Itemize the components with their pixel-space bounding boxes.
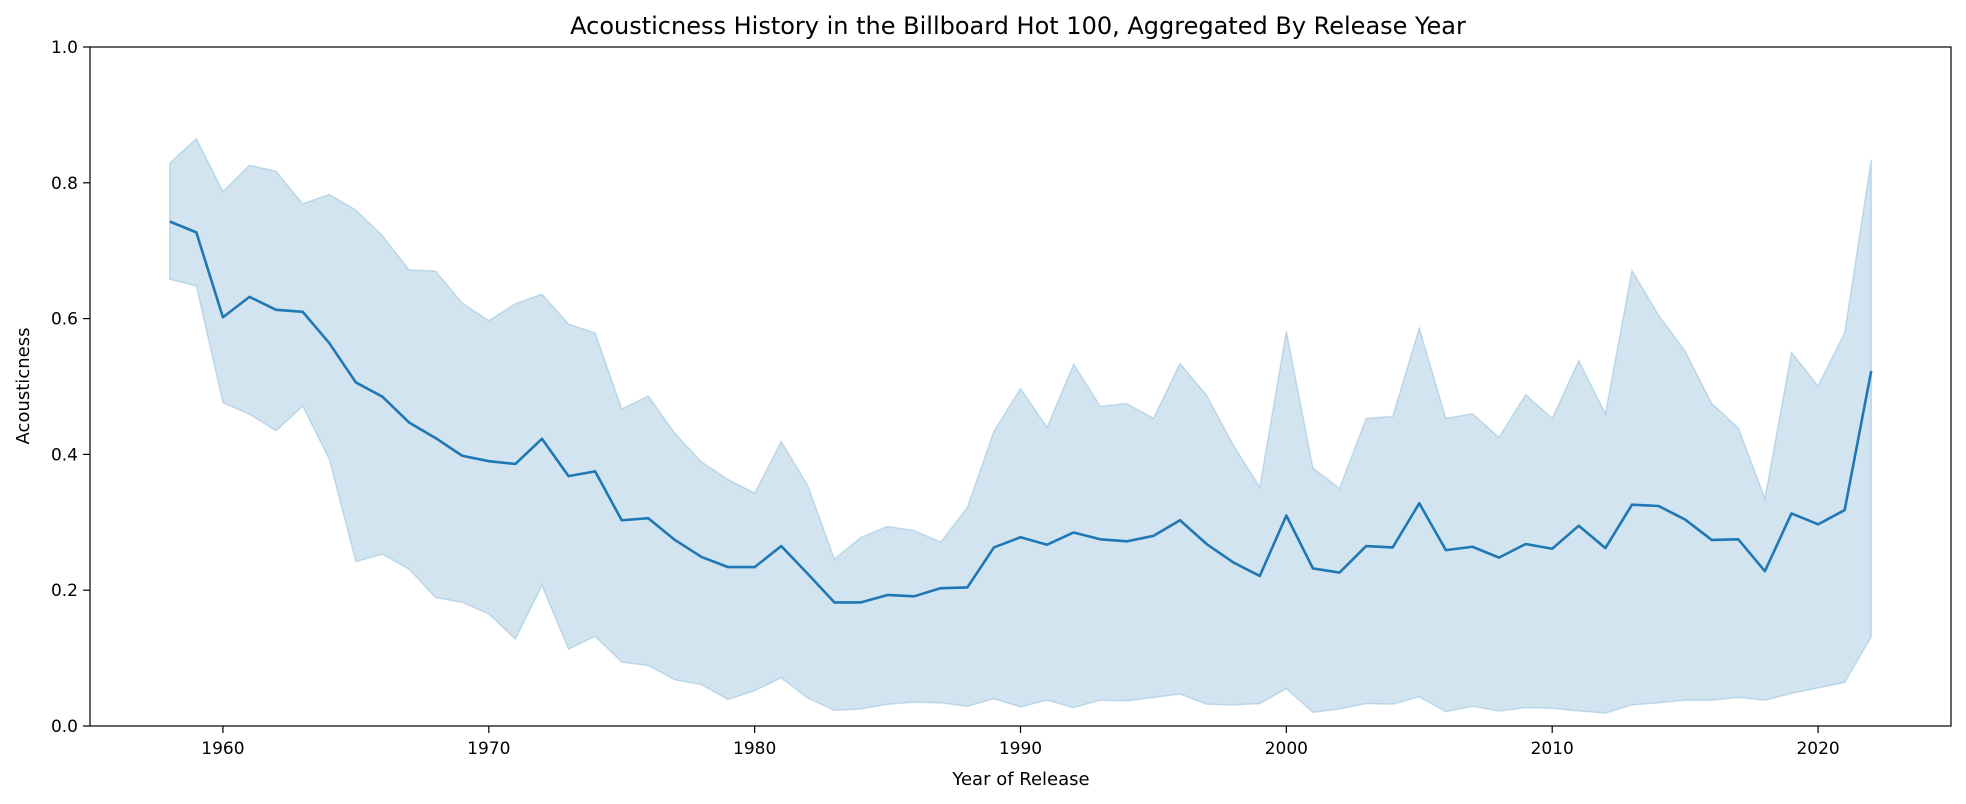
y-tick-label: 0.2	[51, 581, 78, 601]
x-tick-label: 1980	[733, 739, 776, 759]
chart-title: Acousticness History in the Billboard Ho…	[570, 12, 1466, 40]
y-tick-label: 0.6	[51, 310, 78, 330]
mean-line	[169, 220, 1873, 604]
x-axis-label: Year of Release	[951, 769, 1089, 790]
y-axis-ticks: 0.0 0.2 0.4 0.6 0.8 1.0	[51, 38, 90, 737]
confidence-band	[169, 137, 1872, 714]
x-axis-ticks: 1960 1970 1980 1990 2000 2010 2020	[201, 726, 1840, 759]
x-tick-label: 1970	[467, 739, 510, 759]
plot-area	[169, 137, 1873, 714]
y-tick-label: 0.0	[51, 717, 78, 737]
x-tick-label: 1990	[999, 739, 1042, 759]
x-tick-label: 1960	[201, 739, 244, 759]
x-tick-label: 2020	[1796, 739, 1839, 759]
x-tick-label: 2010	[1531, 739, 1574, 759]
y-tick-label: 0.4	[51, 445, 78, 465]
x-tick-label: 2000	[1265, 739, 1308, 759]
y-tick-label: 1.0	[51, 38, 78, 58]
y-tick-label: 0.8	[51, 174, 78, 194]
y-axis-label: Acousticness	[13, 328, 34, 445]
